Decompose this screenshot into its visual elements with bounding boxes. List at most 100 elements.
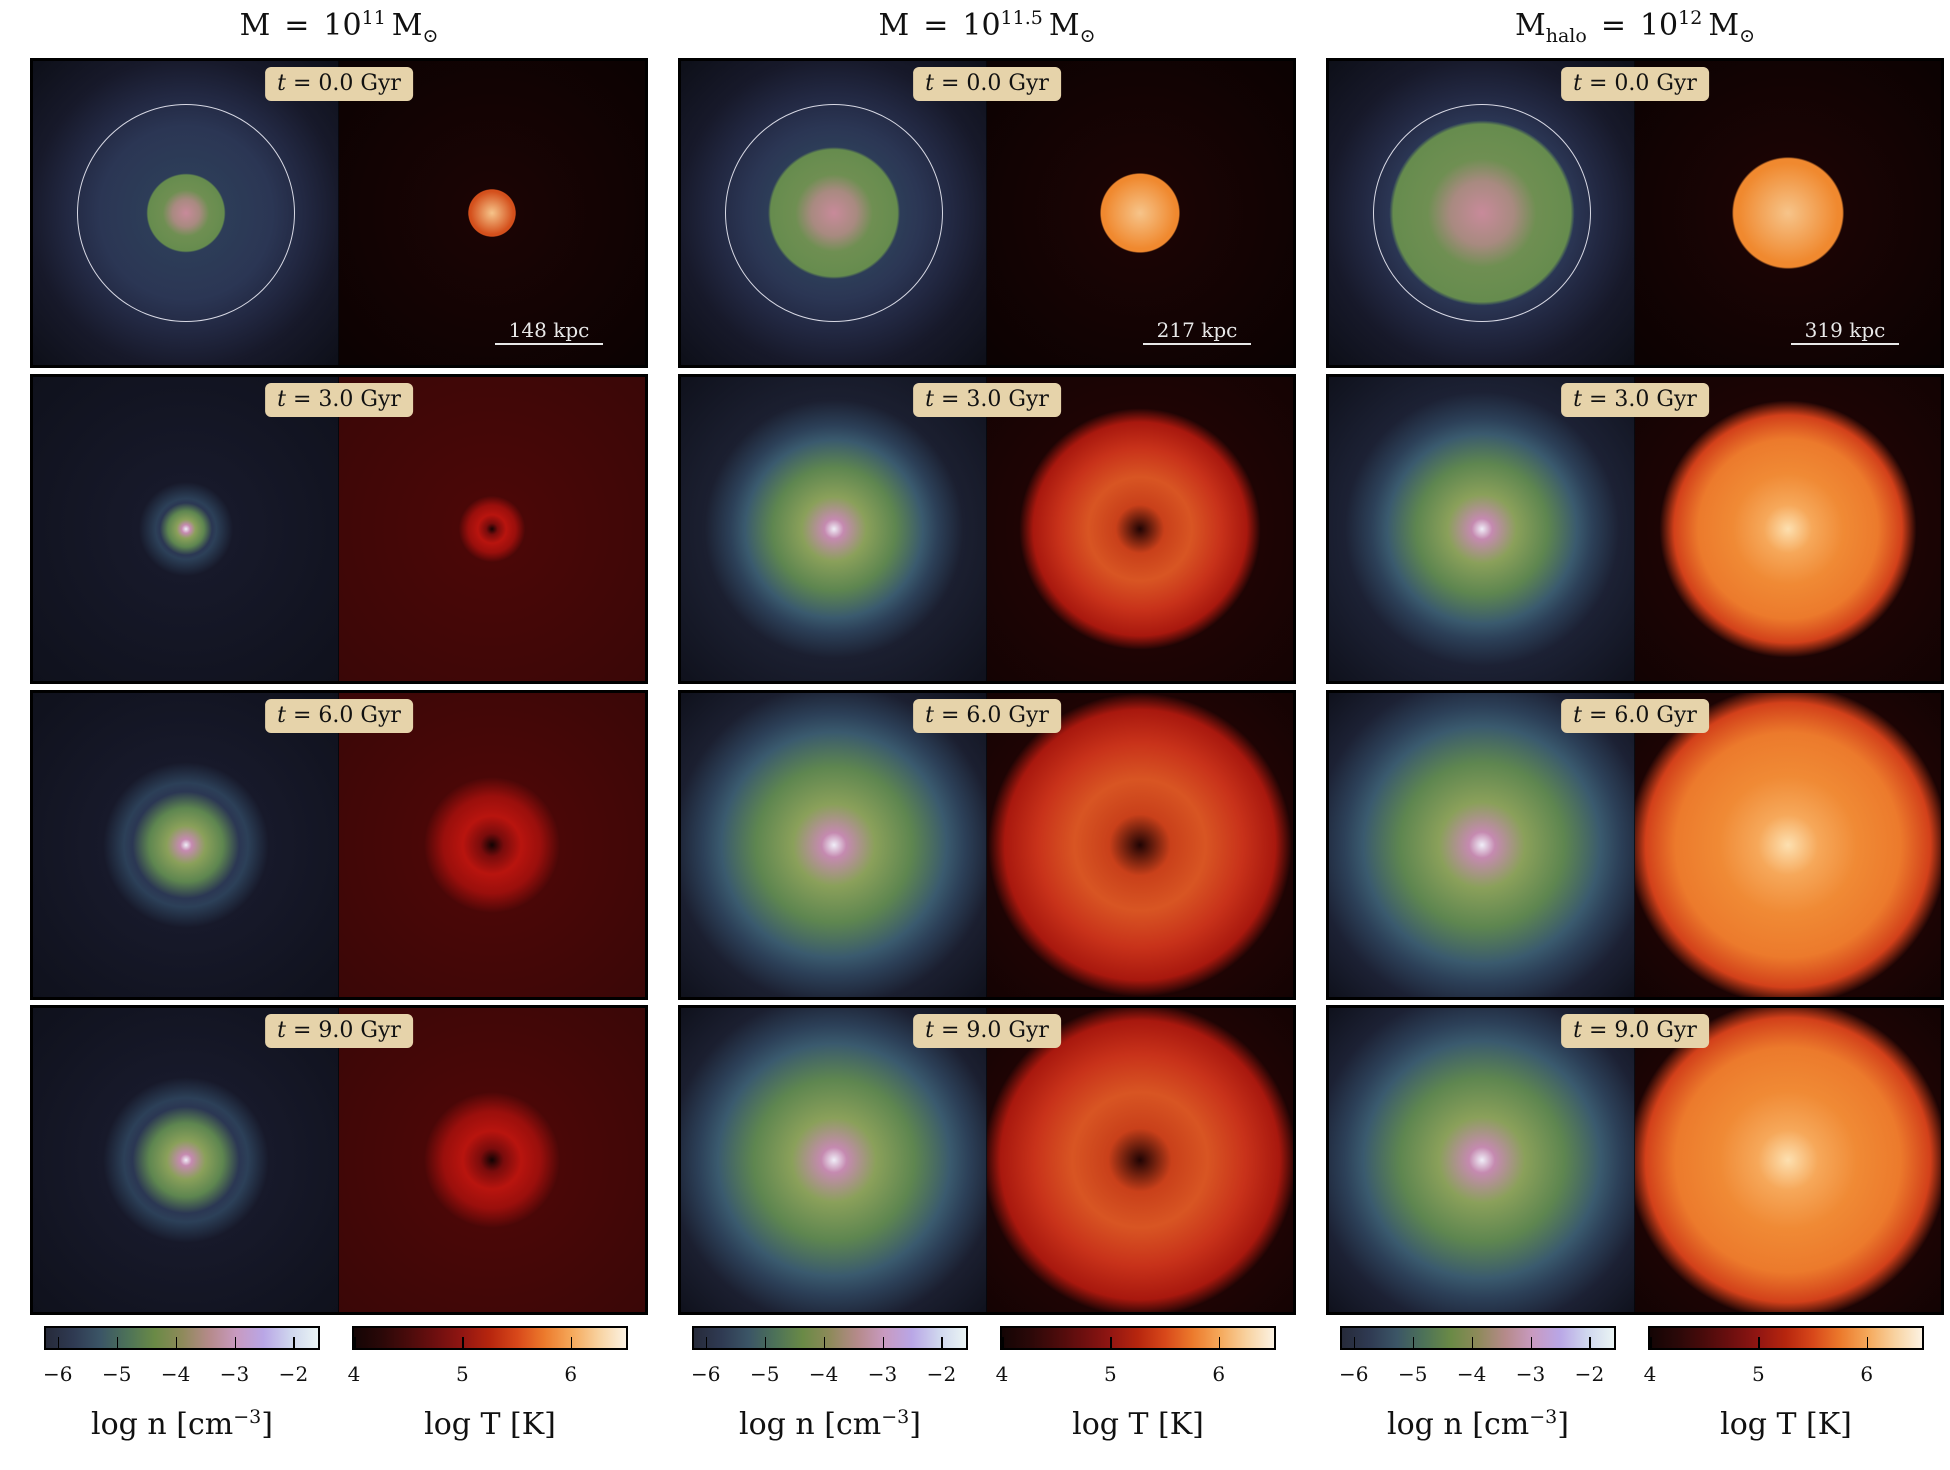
time-label: t = 6.0 Gyr <box>1561 699 1709 733</box>
density-tick-labels: −6 −5 −4 −3 −2 <box>691 1362 968 1392</box>
density-tick-label: −4 <box>1456 1362 1487 1386</box>
time-label: t = 6.0 Gyr <box>913 699 1061 733</box>
temperature-tick-label: 5 <box>1104 1362 1117 1386</box>
density-colorbar-tick <box>57 1337 60 1348</box>
time-value: 9.0 Gyr <box>1614 1018 1697 1043</box>
density-label-close: ] <box>261 1407 273 1442</box>
density-tick-label: −2 <box>1574 1362 1605 1386</box>
snapshot-row-1: 319 kpc t = 0.0 Gyr <box>1326 58 1944 368</box>
virial-radius-circle <box>76 103 296 323</box>
density-colorbar-tick <box>116 1337 119 1348</box>
density-map <box>33 1008 339 1312</box>
time-variable: t <box>1573 1018 1582 1043</box>
time-equals: = <box>292 387 312 412</box>
temperature-tick-label: 6 <box>1860 1362 1874 1386</box>
snapshot-row-1: 148 kpc t = 0.0 Gyr <box>30 58 648 368</box>
panel-column-1: M = 1011 M⊙ 148 kpc t = 0.0 Gyr t = 3.0 Gyr t =… <box>30 0 648 1470</box>
title-mass-symbol: M <box>239 8 271 43</box>
temperature-tick-labels: 4 5 6 <box>348 1362 628 1392</box>
temperature-colorbar <box>1648 1326 1924 1350</box>
density-colorbar-tick <box>1353 1337 1356 1348</box>
scale-bar: 217 kpc <box>1143 319 1251 345</box>
column-title: Mhalo = 1012 M⊙ <box>1326 4 1944 48</box>
density-label-close: ] <box>909 1407 921 1442</box>
density-map <box>681 1008 987 1312</box>
time-variable: t <box>1573 71 1582 96</box>
snapshot-row-1: 217 kpc t = 0.0 Gyr <box>678 58 1296 368</box>
title-unit: M <box>1048 8 1080 43</box>
temperature-map <box>987 693 1293 997</box>
time-variable: t <box>277 703 286 728</box>
density-colorbar-tick <box>234 1337 237 1348</box>
temperature-colorbar-tick <box>1002 1337 1004 1348</box>
time-value: 6.0 Gyr <box>1614 703 1697 728</box>
time-label: t = 0.0 Gyr <box>265 67 413 101</box>
snapshot-row-4: t = 9.0 Gyr <box>1326 1005 1944 1315</box>
temperature-colorbar-tick <box>1110 1337 1112 1348</box>
snapshot-row-2: t = 3.0 Gyr <box>678 374 1296 684</box>
temperature-colorbar-label: log T [K] <box>1648 1403 1924 1447</box>
title-exponent: 11.5 <box>1000 7 1043 29</box>
density-colorbar-tick <box>1412 1337 1415 1348</box>
density-colorbar-tick <box>293 1337 295 1348</box>
density-colorbar-tick <box>764 1337 767 1348</box>
temperature-colorbar-tick <box>1650 1337 1652 1348</box>
temperature-map <box>1635 377 1941 681</box>
density-colorbar-label: log n [cm−3] <box>44 1403 320 1447</box>
temperature-tick-label: 6 <box>1212 1362 1226 1386</box>
temperature-map <box>339 693 645 997</box>
title-exponent: 11 <box>361 7 386 29</box>
density-tick-labels: −6 −5 −4 −3 −2 <box>1339 1362 1616 1392</box>
title-mass-symbol: M <box>1515 8 1546 43</box>
time-label: t = 6.0 Gyr <box>265 699 413 733</box>
panel-column-2: M = 1011.5 M⊙ 217 kpc t = 0.0 Gyr t = 3.0 Gyr t… <box>678 0 1296 1470</box>
snapshot-row-3: t = 6.0 Gyr <box>30 690 648 1000</box>
time-value: 0.0 Gyr <box>318 71 401 96</box>
temperature-map <box>1635 1008 1941 1312</box>
temperature-tick-label: 5 <box>1752 1362 1765 1386</box>
density-tick-label: −5 <box>1397 1362 1428 1386</box>
temperature-map <box>339 1008 645 1312</box>
time-equals: = <box>1588 387 1608 412</box>
time-value: 0.0 Gyr <box>966 71 1049 96</box>
time-equals: = <box>940 703 960 728</box>
snapshot-row-2: t = 3.0 Gyr <box>1326 374 1944 684</box>
column-title: M = 1011.5 M⊙ <box>678 4 1296 48</box>
time-variable: t <box>277 71 286 96</box>
time-value: 0.0 Gyr <box>1614 71 1697 96</box>
solar-symbol: ⊙ <box>1079 25 1096 47</box>
time-label: t = 9.0 Gyr <box>265 1014 413 1048</box>
snapshot-row-3: t = 6.0 Gyr <box>1326 690 1944 1000</box>
time-equals: = <box>940 71 960 96</box>
density-label-text: log n [cm <box>1387 1407 1530 1442</box>
time-variable: t <box>925 71 934 96</box>
time-variable: t <box>1573 703 1582 728</box>
time-variable: t <box>277 387 286 412</box>
temperature-map <box>987 1008 1293 1312</box>
title-base: 10 <box>323 8 362 43</box>
time-variable: t <box>925 387 934 412</box>
temperature-colorbar-tick <box>462 1337 464 1348</box>
temperature-colorbar <box>352 1326 628 1350</box>
title-equals: = <box>1600 8 1626 43</box>
temperature-map: 148 kpc <box>339 61 645 365</box>
temperature-colorbar-tick <box>1218 1337 1221 1348</box>
solar-symbol: ⊙ <box>422 25 439 47</box>
density-colorbar-tick <box>175 1337 178 1348</box>
time-value: 3.0 Gyr <box>1614 387 1697 412</box>
column-title: M = 1011 M⊙ <box>30 4 648 48</box>
density-colorbar-label: log n [cm−3] <box>1340 1403 1616 1447</box>
time-equals: = <box>292 71 312 96</box>
temperature-map <box>339 377 645 681</box>
time-equals: = <box>1588 703 1608 728</box>
snapshot-row-2: t = 3.0 Gyr <box>30 374 648 684</box>
virial-radius-circle <box>1372 103 1592 323</box>
time-equals: = <box>292 703 312 728</box>
density-map <box>33 693 339 997</box>
density-map <box>1329 61 1635 365</box>
temperature-tick-label: 5 <box>456 1362 469 1386</box>
density-colorbar-tick <box>705 1337 708 1348</box>
density-tick-label: −6 <box>43 1362 73 1386</box>
density-tick-label: −3 <box>219 1362 250 1386</box>
time-value: 6.0 Gyr <box>318 703 401 728</box>
